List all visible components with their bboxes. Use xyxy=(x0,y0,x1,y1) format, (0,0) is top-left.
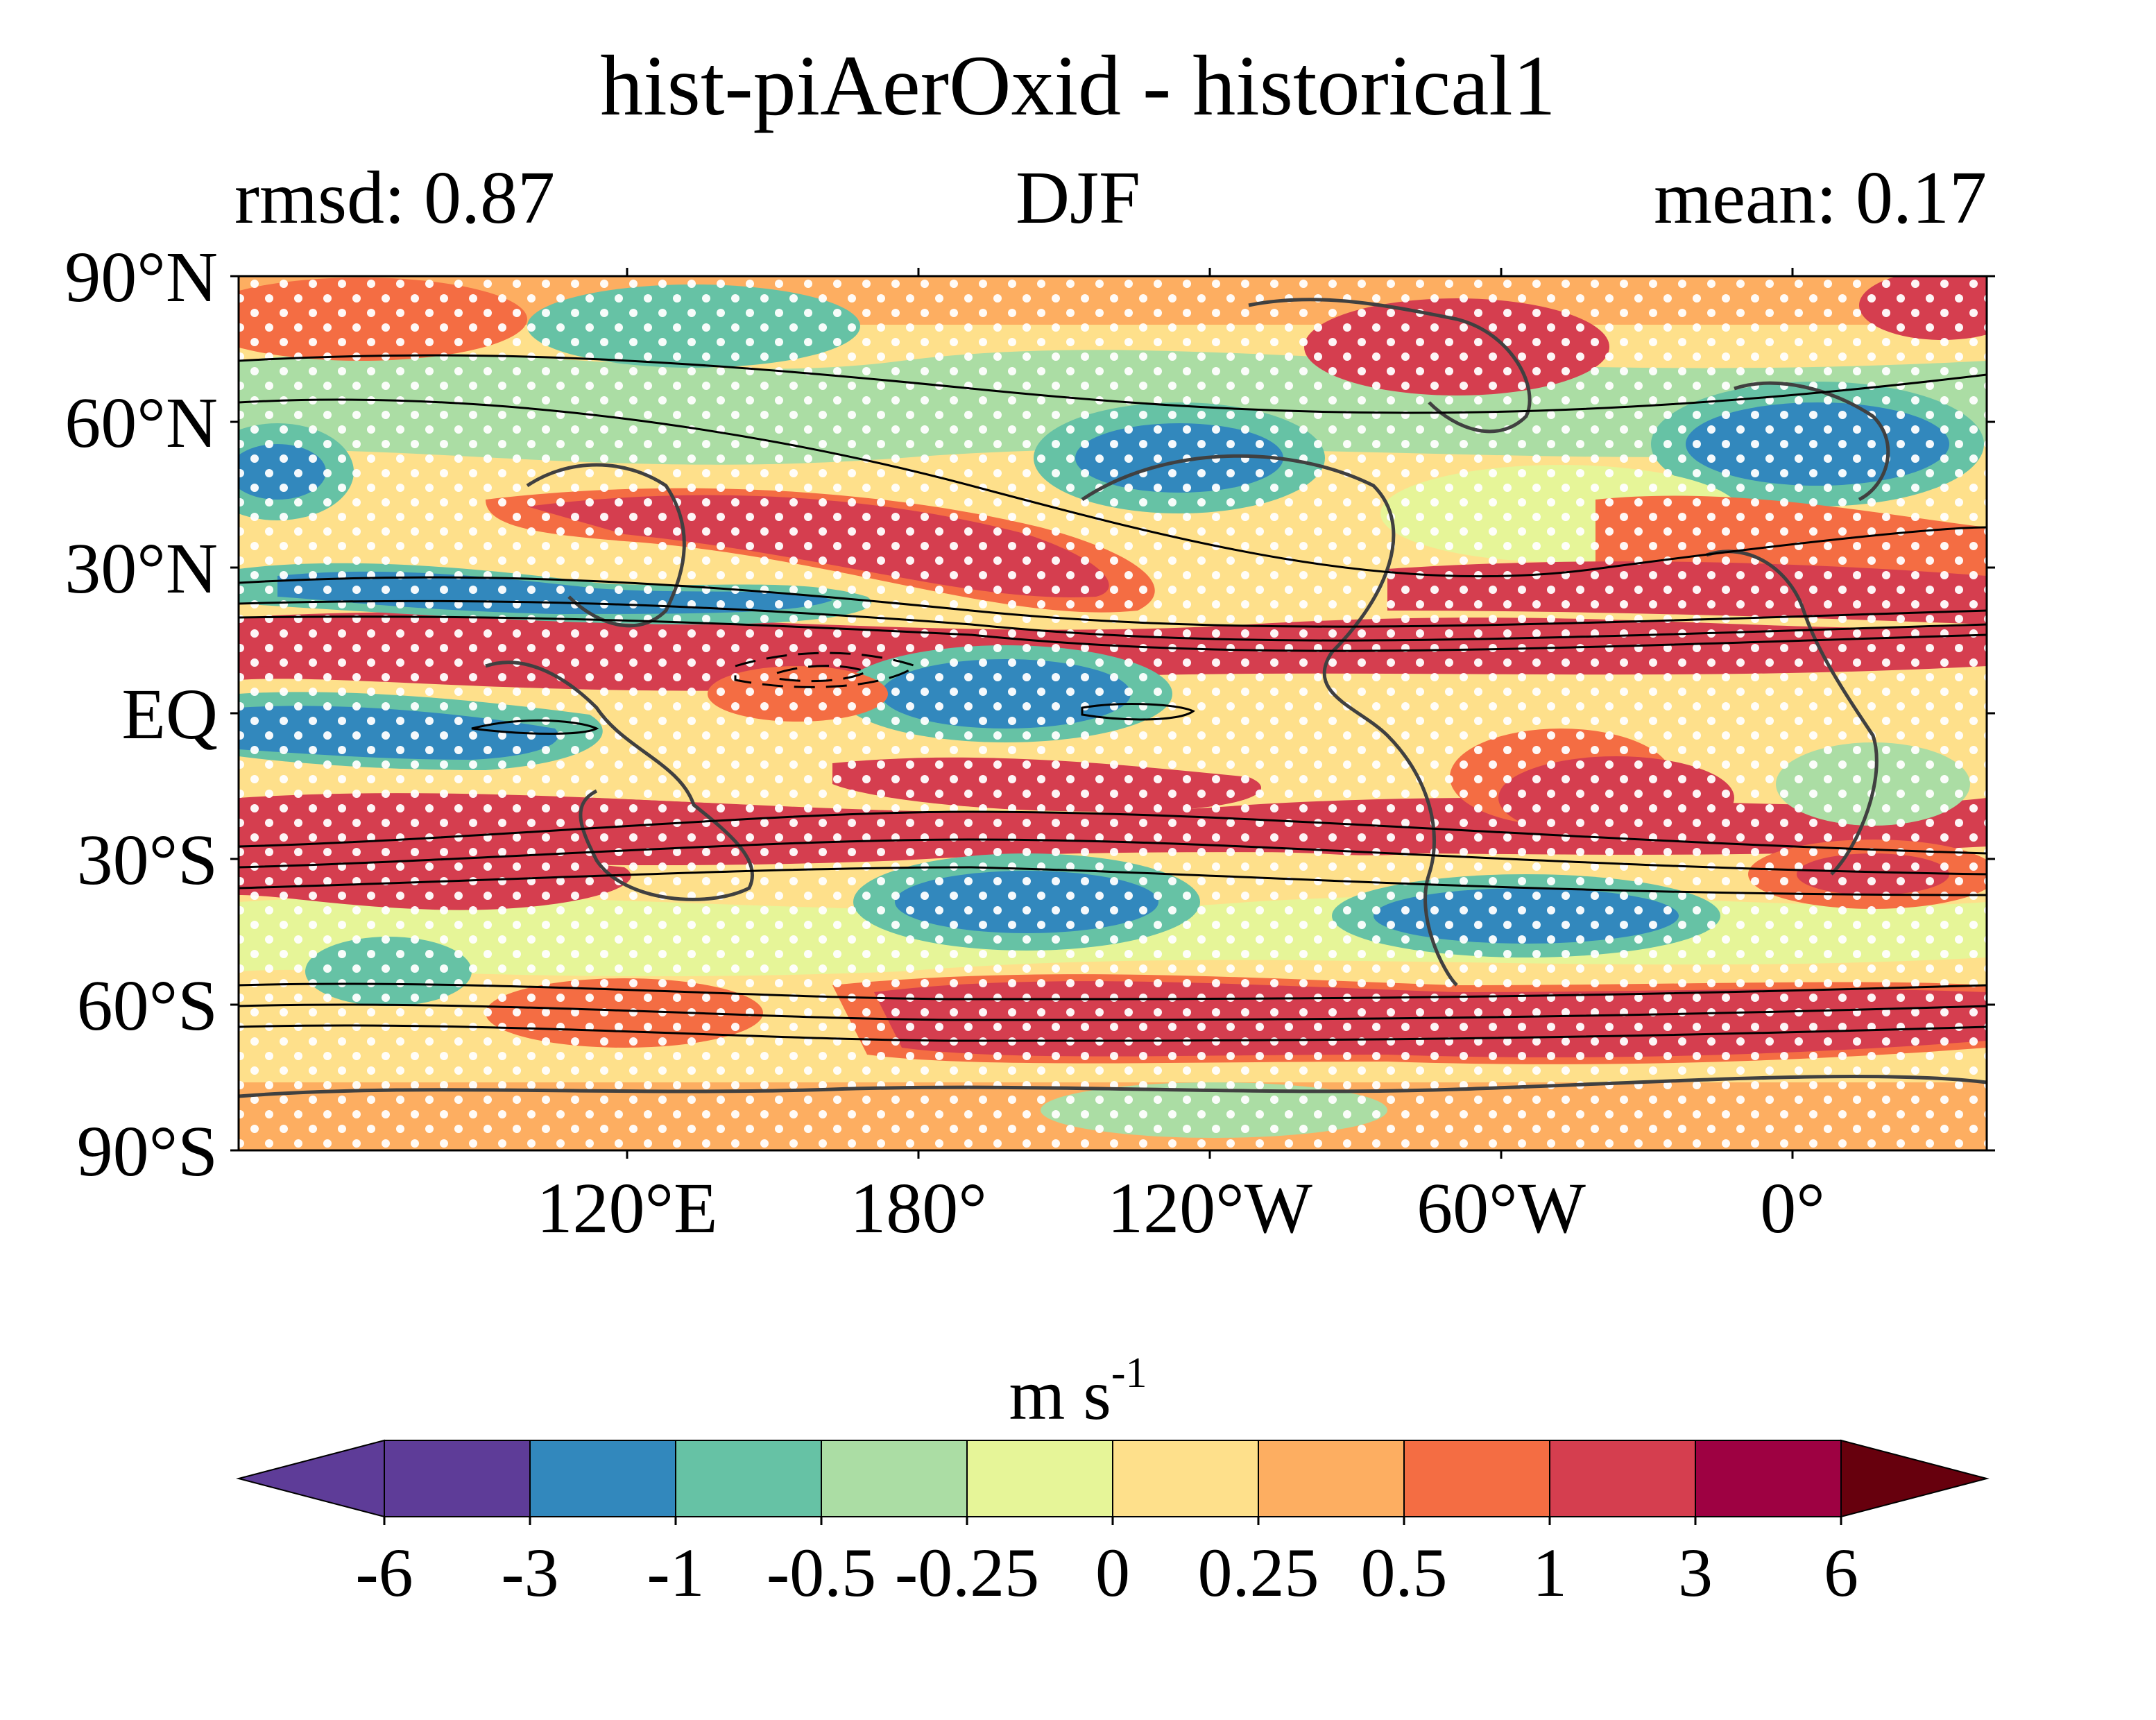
map-title: hist-piAerOxid - historical1 xyxy=(600,38,1556,133)
lon-ticks xyxy=(626,268,1794,1159)
lat-label-30n: 30°N xyxy=(65,529,218,608)
colorbar-tick-label: 1 xyxy=(1532,1534,1567,1611)
colorbar: -6 -3 -1 -0.5 -0.25 0 0.25 0.5 1 3 6 xyxy=(236,1439,1990,1611)
colorbar-extend-high xyxy=(1840,1439,1990,1518)
colorbar-bin xyxy=(1112,1440,1259,1517)
colorbar-extend-low xyxy=(236,1439,385,1518)
negative-contours xyxy=(734,652,918,688)
colorbar-bin xyxy=(821,1440,968,1517)
colorbar-bin xyxy=(1695,1440,1842,1517)
colorbar-tick-label: 3 xyxy=(1678,1534,1713,1611)
colorbar-tick-label: 6 xyxy=(1824,1534,1858,1611)
colorbar-tick-label: -6 xyxy=(355,1534,413,1611)
colorbar-tick-label: -1 xyxy=(647,1534,704,1611)
colorbar-bin xyxy=(529,1440,676,1517)
lat-label-60s: 60°S xyxy=(77,966,218,1046)
colorbar-tick-label: 0.25 xyxy=(1198,1534,1319,1611)
lat-label-eq: EQ xyxy=(121,674,218,754)
lon-label-120e: 120°E xyxy=(536,1168,717,1248)
colorbar-tick-label: -0.5 xyxy=(767,1534,876,1611)
colorbar-tick-label: 0.5 xyxy=(1361,1534,1448,1611)
colorbar-bin xyxy=(675,1440,822,1517)
rmsd-label: rmsd: 0.87 xyxy=(234,157,556,239)
colorbar-unit-label: m s-1 xyxy=(0,1352,2156,1431)
colorbar-bin xyxy=(1549,1440,1696,1517)
colorbar-tick-label: -3 xyxy=(501,1534,558,1611)
lon-label-180: 180° xyxy=(850,1168,987,1248)
lat-label-90s: 90°S xyxy=(77,1112,218,1191)
lat-ticks xyxy=(230,275,1995,1152)
colorbar-tick-label: -0.25 xyxy=(895,1534,1039,1611)
colorbar-tick-label: 0 xyxy=(1095,1534,1130,1611)
lat-label-30s: 30°S xyxy=(77,820,218,900)
climatology-contours xyxy=(239,354,1987,1042)
colorbar-bin xyxy=(384,1440,531,1517)
lon-label-120w: 120°W xyxy=(1107,1168,1312,1248)
colorbar-bin xyxy=(1403,1440,1550,1517)
colorbar-bin xyxy=(966,1440,1113,1517)
colorbar-unit-exponent: -1 xyxy=(1111,1349,1147,1397)
lat-label-90n: 90°N xyxy=(65,237,218,317)
lon-label-60w: 60°W xyxy=(1417,1168,1586,1248)
lat-label-60n: 60°N xyxy=(65,383,218,463)
colorbar-unit-base: m s xyxy=(1009,1355,1111,1435)
season-label: DJF xyxy=(1015,157,1141,239)
lon-label-0: 0° xyxy=(1760,1168,1825,1248)
mean-label: mean: 0.17 xyxy=(1654,157,1987,239)
map-field xyxy=(239,276,1987,1150)
colorbar-bin xyxy=(1258,1440,1405,1517)
coastlines xyxy=(239,298,1987,1098)
